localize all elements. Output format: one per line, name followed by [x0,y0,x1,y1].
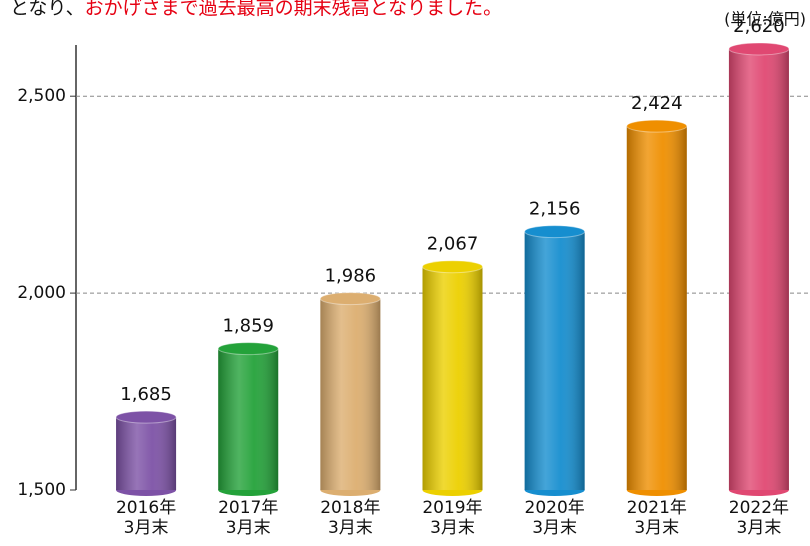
x-tick-label: 3月末 [430,518,475,538]
y-tick-label: 2,000 [17,283,66,303]
bar-shade [116,417,177,490]
bar-shade [422,266,483,490]
x-tick-label: 3月末 [634,518,679,538]
data-label: 2,067 [427,234,479,255]
x-tick-label: 2016年 [116,498,176,518]
subtitle-part: となり、 [10,0,85,19]
unit-label: (単位:億円) [724,10,806,29]
bar-top [115,410,177,424]
x-tick-label: 2018年 [320,498,380,518]
x-tick-label: 2017年 [218,498,278,518]
bar-top [217,342,279,356]
data-label: 1,685 [120,384,172,405]
bar-shade [320,298,381,490]
bar-top [422,260,483,274]
bar-shade [524,231,585,491]
x-tick-label: 3月末 [737,518,782,538]
x-tick-label: 2019年 [422,498,482,518]
subtitle: となり、おかげさまで過去最高の期末残高となりました。 [10,0,502,19]
x-tick-label: 2020年 [525,498,585,518]
x-tick-label: 3月末 [226,518,271,538]
data-label: 2,424 [631,93,683,114]
x-tick-label: 3月末 [124,518,169,538]
data-label: 1,859 [222,316,274,337]
bar-top [319,292,381,306]
y-tick-label: 2,500 [17,86,66,106]
bar-shade [218,348,279,490]
bar-shade [626,126,687,490]
x-tick-label: 2022年 [729,498,789,518]
subtitle-part: おかげさまで過去最高の期末残高となりました。 [85,0,502,19]
data-label: 1,986 [325,266,377,287]
y-tick-label: 1,500 [17,480,66,500]
bar-top [626,119,688,133]
x-tick-label: 3月末 [532,518,577,538]
bar-shade [728,48,789,491]
bar-top [524,225,586,239]
x-tick-label: 3月末 [328,518,373,538]
bar-top [728,42,790,56]
data-label: 2,620 [733,16,785,37]
data-label: 2,156 [529,199,581,220]
x-tick-label: 2021年 [627,498,687,518]
